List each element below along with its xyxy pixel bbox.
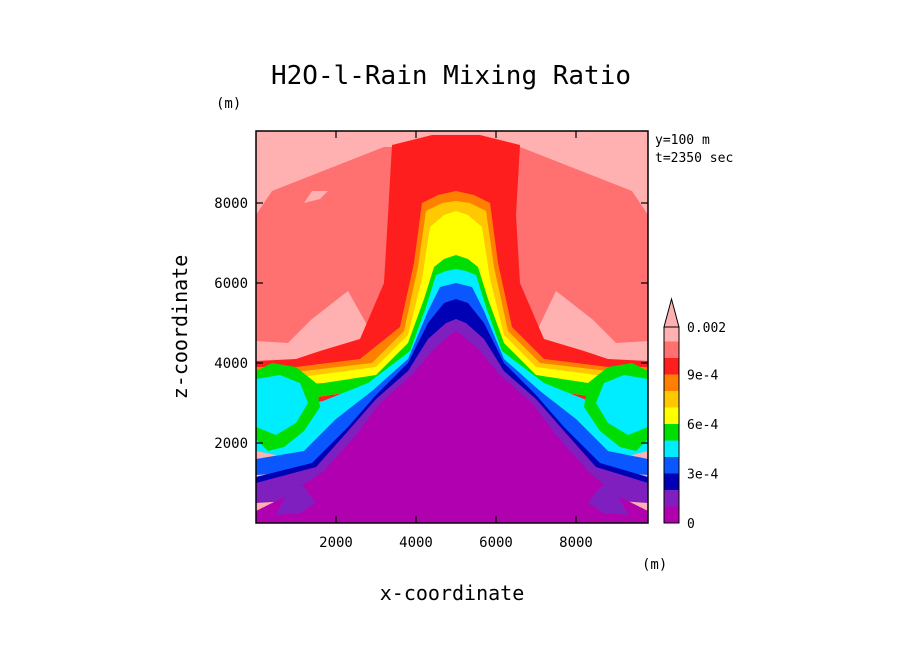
- y-axis-label: z-coordinate: [168, 255, 192, 400]
- x-tick-label: 2000: [319, 535, 353, 551]
- contour-region-16: [256, 375, 308, 435]
- info-line-t: t=2350 sec: [655, 151, 733, 166]
- x-tick-label: 8000: [559, 535, 593, 551]
- contour-region-11: [256, 331, 648, 523]
- colorbar-swatch: [664, 457, 679, 474]
- colorbar-swatch: [664, 358, 679, 375]
- chart-title: H2O-l-Rain Mixing Ratio: [271, 61, 631, 91]
- y-tick-label: 2000: [214, 436, 248, 452]
- x-tick-label: 4000: [399, 535, 433, 551]
- y-tick-label: 6000: [214, 276, 248, 292]
- colorbar-label: 9e-4: [687, 369, 718, 384]
- colorbar-swatch: [664, 490, 679, 507]
- contour-region-18: [304, 191, 328, 203]
- colorbar-swatch: [664, 391, 679, 408]
- y-tick-label: 8000: [214, 196, 248, 212]
- plot-frame: [255, 130, 649, 524]
- colorbar-label: 0: [687, 517, 695, 532]
- colorbar-frame: [663, 326, 680, 524]
- colorbar-swatch: [664, 407, 679, 424]
- colorbar-label: 3e-4: [687, 468, 718, 483]
- colorbar-swatch: [664, 424, 679, 441]
- colorbar: 0 3e-4 6e-4 9e-4 0.002: [663, 297, 726, 532]
- x-unit-label: (m): [642, 557, 667, 573]
- plot-area: [256, 131, 648, 523]
- colorbar-swatch: [664, 341, 679, 358]
- colorbar-swatch: [664, 506, 679, 523]
- contour-region-12: [276, 483, 316, 515]
- contour-region-17: [596, 375, 648, 435]
- colorbar-swatch: [664, 473, 679, 490]
- x-tick-label: 6000: [479, 535, 513, 551]
- info-line-y: y=100 m: [655, 133, 710, 148]
- colorbar-extend-arrow: [663, 297, 680, 328]
- colorbar-swatch: [664, 374, 679, 391]
- x-axis-label: x-coordinate: [380, 581, 525, 605]
- contour-region-13: [588, 483, 628, 515]
- y-tick-label: 4000: [214, 356, 248, 372]
- y-unit-label: (m): [216, 96, 241, 112]
- colorbar-label: 0.002: [687, 321, 726, 336]
- colorbar-swatch: [664, 327, 679, 342]
- axis-ticks: 2000 4000 6000 8000 2000 4000 6000 8000: [214, 131, 648, 551]
- colorbar-label: 6e-4: [687, 418, 718, 433]
- colorbar-swatch: [664, 440, 679, 457]
